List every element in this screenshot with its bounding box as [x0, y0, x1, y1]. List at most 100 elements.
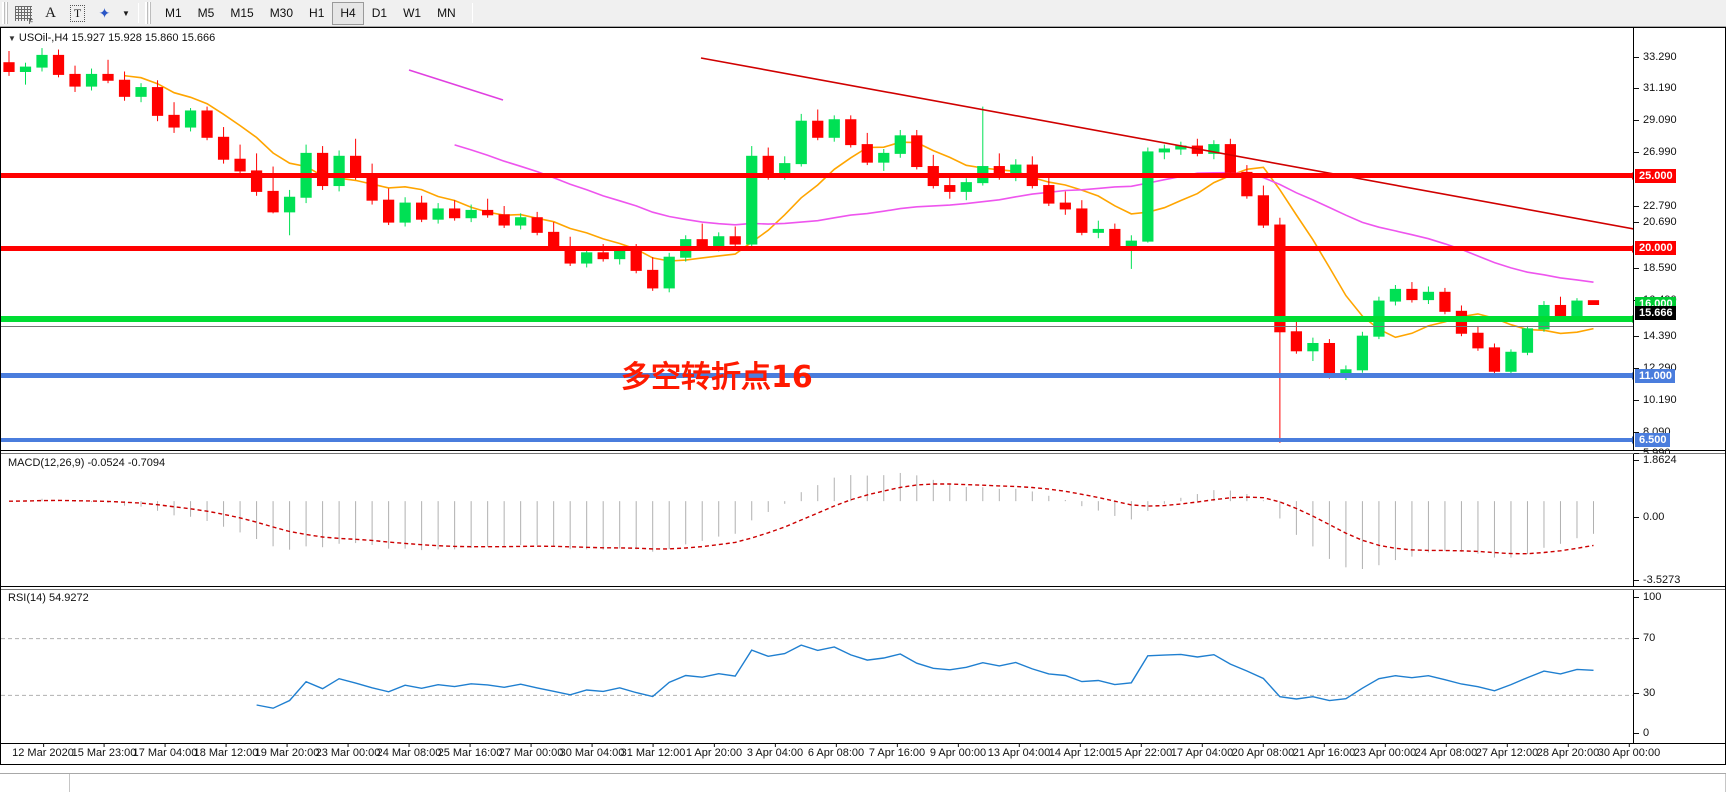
candle-body [1472, 332, 1484, 349]
candle-body [234, 158, 246, 172]
moving-average-line [124, 74, 1594, 339]
time-tick: 21 Apr 16:00 [1292, 743, 1356, 759]
candle-body [333, 155, 345, 187]
macd-pane[interactable] [1, 454, 1725, 586]
timeframe-h4[interactable]: H4 [332, 1, 364, 25]
candle-body [1109, 228, 1121, 247]
short-magenta-line[interactable] [408, 69, 504, 101]
candle-body [795, 120, 807, 165]
text-label-icon[interactable]: A [45, 4, 56, 21]
candle-body [845, 119, 857, 146]
toolbar: A T ✦ ▼ M1 M5 M15 M30 H1 H4 D1 W1 MN [0, 0, 1726, 27]
level-line-20[interactable] [1, 245, 1639, 252]
timeframe-grip[interactable] [145, 2, 153, 24]
rsi-tick: 70 [1634, 632, 1655, 644]
timeframe-m1[interactable]: M1 [165, 6, 182, 20]
text-box-icon[interactable]: T [65, 2, 90, 25]
macd-tick: 1.8624 [1634, 454, 1677, 466]
timeframe-mn[interactable]: MN [437, 6, 456, 20]
candle-body [283, 196, 296, 213]
candle-body [201, 110, 213, 138]
rsi-line [256, 644, 1594, 709]
candle-body [1521, 328, 1534, 353]
timeframe-d1[interactable]: D1 [371, 6, 388, 20]
time-tick: 15 Apr 22:00 [1109, 743, 1173, 759]
rsi-axis[interactable]: 100 70 30 0 [1633, 590, 1725, 744]
rsi-plot [1, 638, 1635, 709]
candle-body [1208, 144, 1220, 154]
candle-body [1505, 351, 1517, 372]
candle-body [1488, 347, 1501, 372]
collapse-caret-icon[interactable]: ▼ [8, 34, 16, 43]
time-tick: 7 Apr 16:00 [868, 743, 926, 759]
candle-body [1307, 342, 1319, 352]
timeframe-m5[interactable]: M5 [197, 6, 215, 20]
symbol-info-label: ▼ USOil-,H4 15.927 15.928 15.860 15.666 [8, 32, 216, 44]
time-tick: 6 Apr 08:00 [807, 743, 865, 759]
candle-body [581, 252, 593, 264]
crosshair-grid-icon[interactable] [11, 2, 36, 26]
price-tick: 10.190 [1634, 394, 1677, 406]
rsi-tick: 30 [1634, 687, 1655, 699]
time-tick: 30 Apr 00:00 [1597, 743, 1661, 759]
candle-body [1142, 151, 1154, 242]
timeframe-w1[interactable]: W1 [403, 6, 422, 20]
level-line-6-5[interactable] [1, 436, 1639, 444]
toolbar-divider [138, 3, 139, 23]
timeframe-h1[interactable]: H1 [309, 6, 325, 20]
price-axis[interactable]: 33.290 31.190 29.090 26.990 22.790 20.69… [1633, 28, 1725, 459]
shapes-dropdown-caret-icon[interactable]: ▼ [122, 8, 130, 18]
candle-body [911, 135, 923, 168]
candle-body [1059, 202, 1071, 210]
time-axis[interactable]: 12 Mar 2020 15 Mar 23:00 17 Mar 04:00 18 Ma… [1, 743, 1725, 764]
time-tick: 15 Mar 23:00 [71, 743, 137, 759]
timeframe-m15[interactable]: M15 [230, 6, 254, 20]
time-tick: 9 Apr 00:00 [929, 743, 987, 759]
macd-axis[interactable]: 1.8624 0.00 -3.5273 [1633, 454, 1725, 586]
chart-area[interactable]: ▼ USOil-,H4 15.927 15.928 15.860 15.666 多… [0, 27, 1726, 765]
candle-body [366, 176, 378, 201]
pane-separator-2[interactable] [1, 586, 1725, 587]
candle-body [1257, 195, 1270, 226]
candle-body [184, 110, 197, 128]
time-tick: 3 Apr 04:00 [746, 743, 804, 759]
timeframe-m30[interactable]: M30 [269, 6, 294, 20]
price-plot [3, 48, 1725, 443]
candle-body [1241, 171, 1253, 197]
candle-body [812, 120, 824, 138]
price-tick: 31.190 [1634, 82, 1677, 94]
candle-body [168, 114, 180, 128]
time-tick: 28 Apr 20:00 [1536, 743, 1600, 759]
candle-body [630, 250, 642, 271]
candle-body [1092, 228, 1104, 233]
level-line-25[interactable] [1, 172, 1639, 179]
candle-body [1356, 335, 1369, 371]
price-tick: 22.790 [1634, 200, 1677, 212]
shapes-icon[interactable]: ✦ [98, 4, 111, 21]
rsi-tick: 100 [1634, 591, 1661, 603]
candle-body [960, 182, 972, 192]
toolbar-grip[interactable] [2, 2, 10, 24]
candle-body [151, 87, 164, 116]
toolbar-divider-2 [471, 3, 473, 23]
candle-body [217, 136, 230, 160]
rsi-pane[interactable] [1, 590, 1725, 744]
candle-body [316, 152, 329, 187]
pane-separator-1[interactable] [1, 450, 1725, 451]
candle-body [647, 269, 659, 289]
price-tick: 14.390 [1634, 330, 1677, 342]
level-line-16[interactable] [1, 315, 1639, 323]
time-tick: 18 Mar 12:00 [193, 743, 259, 759]
candle-body [548, 231, 560, 248]
rsi-tick: 0 [1634, 727, 1649, 739]
candle-body [1439, 291, 1451, 312]
level-line-11[interactable] [1, 372, 1639, 379]
descending-red-trendline[interactable] [700, 57, 1726, 247]
macd-plot [8, 472, 1594, 570]
candle-body [102, 73, 114, 81]
time-tick: 31 Mar 12:00 [620, 743, 686, 759]
last-price-line [1, 326, 1635, 327]
price-pane[interactable] [1, 28, 1725, 450]
time-tick: 24 Apr 08:00 [1414, 743, 1478, 759]
